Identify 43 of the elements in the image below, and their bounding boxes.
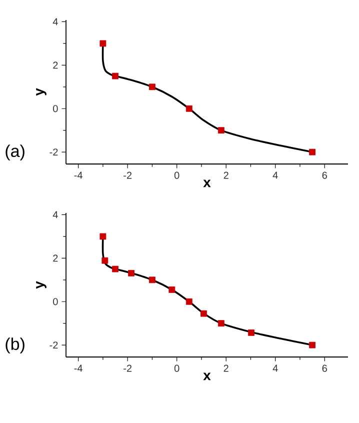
point: [186, 105, 192, 112]
x-axis-title: x: [203, 180, 211, 188]
x-tick-label: 4: [272, 172, 278, 179]
y-tick-label: -2: [50, 148, 58, 156]
y-axis-title: y: [36, 88, 46, 96]
y-tick-label: 4: [52, 211, 58, 218]
x-tick-label: -4: [74, 364, 82, 372]
point: [102, 257, 108, 264]
point: [128, 270, 134, 276]
text: (a): [6, 144, 24, 160]
point: [200, 310, 207, 317]
x-tick-label: 0: [174, 172, 180, 179]
point: [100, 233, 106, 240]
y-tick-label: -2: [50, 342, 58, 349]
y-tick-label: 0: [53, 105, 58, 112]
point: [112, 266, 118, 272]
x-tick-label: -2: [124, 364, 132, 372]
point: [309, 148, 316, 156]
x-tick-label: 6: [322, 172, 327, 179]
point: [112, 72, 118, 80]
point: [309, 342, 316, 348]
x-axis-title: x: [203, 372, 211, 380]
point: [168, 286, 176, 293]
x-tick-label: -2: [124, 172, 132, 179]
point: [149, 276, 156, 284]
x-tick-label: 2: [224, 172, 228, 179]
x-tick-label: 6: [322, 364, 327, 372]
x-tick-label: 0: [174, 364, 180, 372]
text: (b): [6, 338, 24, 354]
y-axis-title: y: [36, 281, 46, 289]
y-tick-label: 2: [53, 254, 58, 262]
x-tick-label: 2: [224, 364, 228, 372]
y-tick-label: 4: [52, 18, 58, 26]
point: [186, 298, 192, 305]
point: [100, 40, 106, 47]
point: [218, 320, 224, 327]
x-tick-label: -4: [74, 172, 82, 179]
x-tick-label: 4: [272, 364, 278, 372]
y-tick-label: 0: [53, 298, 58, 306]
point: [218, 127, 224, 134]
y-tick-label: 2: [53, 62, 58, 69]
point: [149, 84, 156, 90]
point: [248, 329, 254, 336]
